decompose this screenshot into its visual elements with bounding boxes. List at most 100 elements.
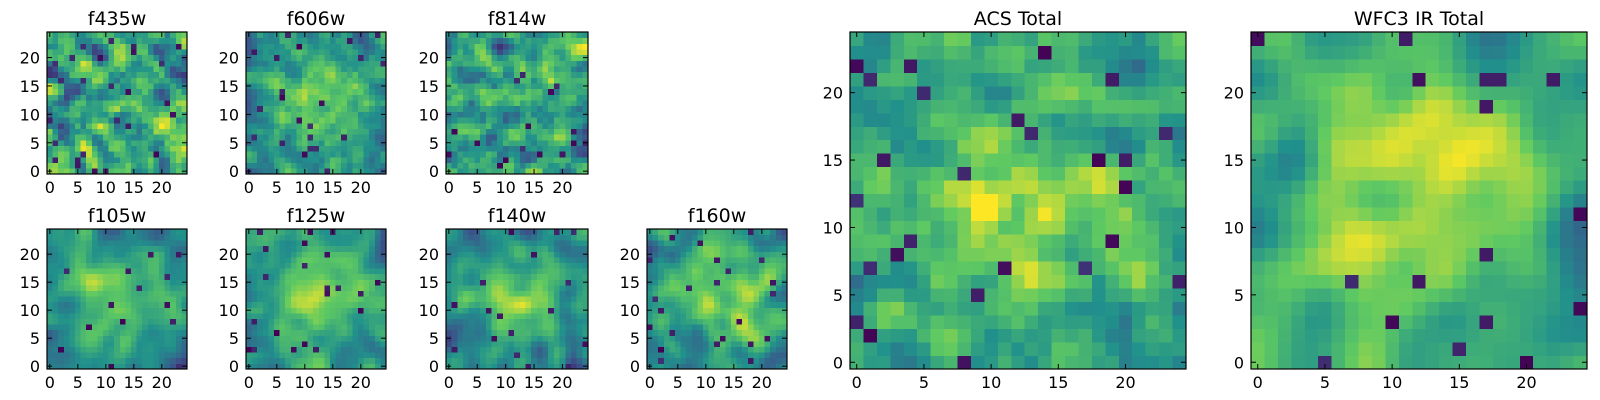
heatmap-cell <box>514 318 521 325</box>
heatmap-cell <box>1091 355 1106 370</box>
heatmap-cell <box>296 71 303 78</box>
y-tick-label: 5 <box>429 329 439 348</box>
heatmap-cell <box>669 329 676 336</box>
heatmap-cell <box>58 335 65 342</box>
heatmap-cell <box>725 290 732 297</box>
heatmap-cell <box>346 229 353 235</box>
heatmap-cell <box>1105 166 1120 181</box>
heatmap-cell <box>570 307 578 314</box>
heatmap-cell <box>970 180 985 195</box>
heatmap-cell <box>480 268 487 275</box>
heatmap-cell <box>75 49 81 56</box>
y-tick-label: 15 <box>419 77 439 96</box>
heatmap-cell <box>335 335 342 342</box>
heatmap-cell <box>703 240 709 247</box>
heatmap-cell <box>514 234 521 241</box>
heatmap-cell <box>457 341 464 347</box>
heatmap-cell <box>480 257 487 263</box>
heatmap-cell <box>279 122 286 129</box>
heatmap-cell <box>52 105 59 112</box>
heatmap-cell <box>463 240 470 247</box>
y-tick-label: 20 <box>219 245 239 264</box>
heatmap-cell <box>63 346 70 353</box>
heatmap-cell <box>335 54 342 61</box>
heatmap-cell <box>125 262 132 269</box>
heatmap-cell <box>781 262 788 269</box>
heatmap-cell <box>125 122 132 129</box>
heatmap-cell <box>736 285 743 291</box>
heatmap-cell <box>531 307 538 314</box>
heatmap-cell <box>863 180 878 195</box>
heatmap-cell <box>514 341 521 347</box>
heatmap-cell <box>358 77 364 84</box>
heatmap-cell <box>352 268 359 275</box>
heatmap-cell <box>285 268 292 275</box>
heatmap-cell <box>63 162 70 169</box>
heatmap-cell <box>502 100 509 107</box>
heatmap-cell <box>697 313 704 319</box>
heatmap-cell <box>565 357 572 364</box>
heatmap-cell <box>582 32 589 39</box>
heatmap-cell <box>313 251 320 258</box>
heatmap-cell <box>680 229 687 235</box>
x-tick-label: 10 <box>495 178 515 197</box>
heatmap-cell <box>576 307 583 314</box>
heatmap-cell <box>890 315 905 329</box>
heatmap-cell <box>159 54 165 61</box>
heatmap-cell <box>153 296 160 303</box>
heatmap-cell <box>268 162 275 169</box>
heatmap-cell <box>691 341 698 347</box>
heatmap-cell <box>175 100 182 107</box>
heatmap-cell <box>131 273 137 280</box>
heatmap-cell <box>142 341 149 347</box>
heatmap-cell <box>246 273 252 280</box>
heatmap-cell <box>257 273 264 280</box>
heatmap-cell <box>736 301 743 308</box>
heatmap-cell <box>58 151 65 158</box>
heatmap-cell <box>850 342 864 356</box>
heatmap-cell <box>576 268 583 275</box>
heatmap-cell <box>582 43 589 50</box>
heatmap-cell <box>508 268 515 275</box>
heatmap-cell <box>553 128 560 135</box>
heatmap-cell <box>719 313 726 319</box>
heatmap-cell <box>268 290 275 297</box>
heatmap-cell <box>142 335 149 342</box>
heatmap-cell <box>463 290 470 297</box>
heatmap-cell <box>536 156 543 164</box>
heatmap-cell <box>742 234 749 241</box>
heatmap-cell <box>147 357 154 364</box>
heatmap-cell <box>1065 315 1079 329</box>
heatmap-cell <box>930 180 945 195</box>
heatmap-cell <box>576 100 583 107</box>
heatmap-cell <box>548 245 555 252</box>
heatmap-cell <box>1132 301 1147 316</box>
heatmap-cell <box>491 285 498 291</box>
heatmap-cell <box>491 139 498 146</box>
heatmap-cell <box>536 168 543 175</box>
heatmap-cell <box>525 168 532 175</box>
heatmap-cell <box>680 273 687 280</box>
heatmap-cell <box>262 122 269 129</box>
heatmap-cell <box>1132 247 1147 262</box>
heatmap-cell <box>1091 315 1106 329</box>
heatmap-cell <box>1159 301 1173 316</box>
heatmap-cell <box>164 134 171 141</box>
heatmap-cell <box>251 162 258 169</box>
heatmap-cell <box>582 229 589 235</box>
heatmap-cell <box>369 296 376 303</box>
heatmap-cell <box>52 156 59 164</box>
heatmap-cell <box>268 49 275 56</box>
heatmap-cell <box>380 162 387 169</box>
heatmap-cell <box>307 324 314 331</box>
heatmap-cell <box>1132 207 1147 222</box>
heatmap-cell <box>474 313 481 319</box>
heatmap-cell <box>565 296 572 303</box>
heatmap-cell <box>341 285 348 291</box>
heatmap-cell <box>747 313 754 319</box>
heatmap-cell <box>119 37 126 44</box>
heatmap-cell <box>142 139 149 146</box>
heatmap-cell <box>181 145 188 152</box>
heatmap-cell <box>257 240 264 247</box>
heatmap-cell <box>457 37 464 44</box>
